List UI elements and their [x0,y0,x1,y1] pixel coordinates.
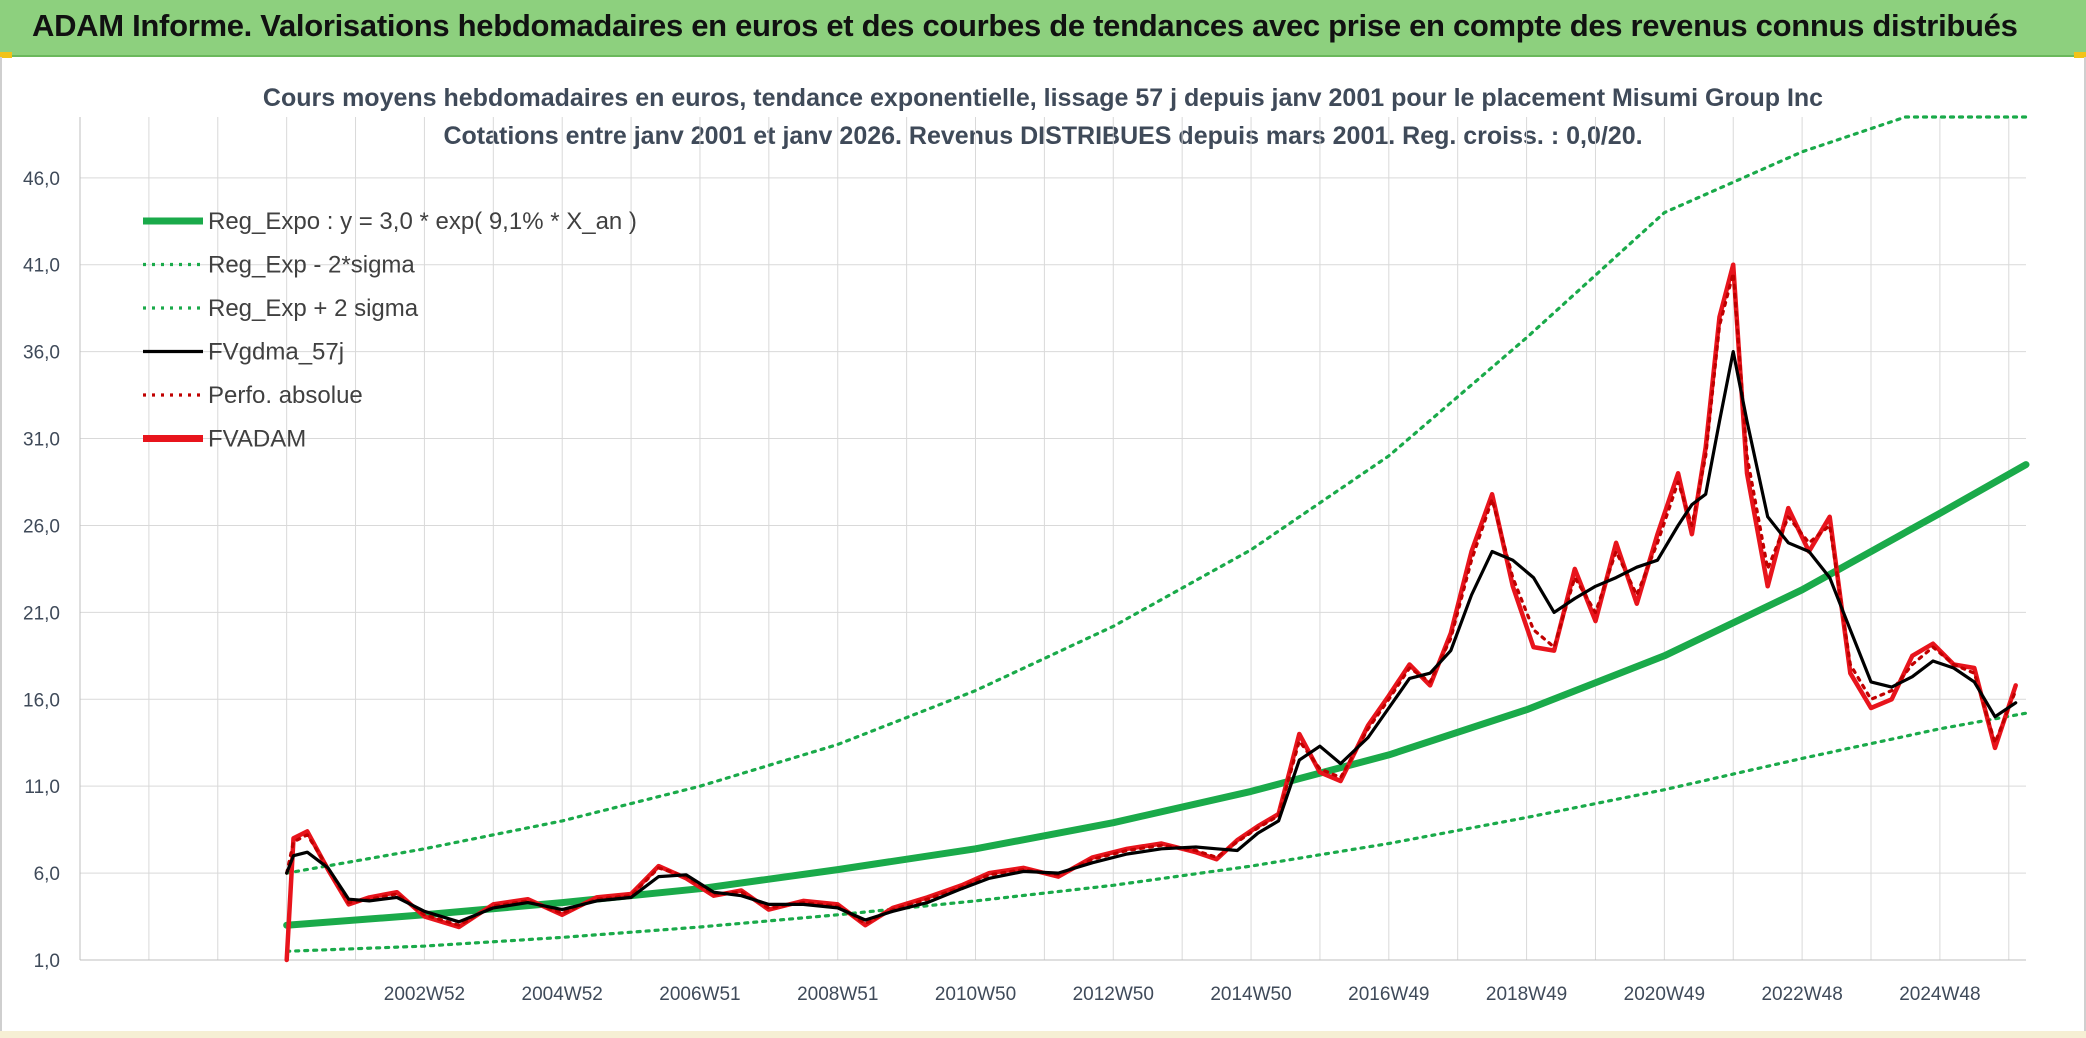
series-line-1 [285,711,2028,953]
y-tick-label: 11,0 [24,777,60,798]
report-banner: ADAM Informe. Valorisations hebdomadaire… [0,0,2086,57]
report-title: ADAM Informe. Valorisations hebdomadaire… [32,8,2018,43]
x-tick-label: 2018W49 [1486,984,1567,1005]
legend: Reg_Expo : y = 3,0 * exp( 9,1% * X_an ) R… [143,208,637,453]
series-line-2 [285,115,2028,875]
x-tick-label: 2002W52 [384,984,465,1005]
y-tick-label: 16,0 [23,690,60,711]
y-tick-label: 6,0 [34,864,60,885]
x-tick-label: 2012W50 [1073,984,1154,1005]
legend-label: Reg_Exp + 2 sigma [208,295,419,322]
x-tick-label: 2004W52 [522,984,603,1005]
y-tick-label: 21,0 [23,603,60,624]
grid-lines [79,117,2026,961]
banner-corner-left [0,52,12,58]
x-tick-label: 2024W48 [1899,984,1980,1005]
y-tick-label: 46,0 [23,169,60,190]
y-tick-label: 36,0 [23,343,60,364]
series-line-3 [285,350,2018,924]
series-line-4 [285,271,2018,927]
chart-subtitle: Cotations entre janv 2001 et janv 2026. … [443,122,1643,150]
y-tick-label: 31,0 [23,430,60,451]
legend-label: FVADAM [208,426,306,453]
legend-label: Perfo. absolue [208,382,363,409]
y-tick-label: 1,0 [34,951,60,972]
x-tick-label: 2022W48 [1761,984,1842,1005]
x-axis-ticks: 2002W52 2004W52 2006W51 2008W51 2010W50 2012W… [384,984,1981,1005]
x-tick-label: 2008W51 [797,984,878,1005]
legend-label: Reg_Exp - 2*sigma [208,252,415,279]
x-tick-label: 2016W49 [1348,984,1429,1005]
legend-label: Reg_Expo : y = 3,0 * exp( 9,1% * X_an ) [208,208,637,235]
banner-corner-right [2074,52,2086,58]
legend-label: FVgdma_57j [208,339,344,366]
y-tick-label: 26,0 [23,516,60,537]
y-axis-ticks: 1,0 6,0 11,0 16,0 21,0 26,0 31,0 36,0 41,0 46,0 [23,169,60,972]
series-lines [283,115,2030,963]
series-line-0 [283,461,2030,929]
x-tick-label: 2014W50 [1210,984,1291,1005]
y-tick-label: 41,0 [23,256,60,277]
x-tick-label: 2020W49 [1624,984,1705,1005]
x-tick-label: 2006W51 [659,984,740,1005]
series-line-5 [284,262,2018,963]
bottom-strip [0,1031,2086,1038]
x-tick-label: 2010W50 [935,984,1016,1005]
chart-frame [0,57,2086,1038]
chart-title: Cours moyens hebdomadaires en euros, ten… [262,84,1824,112]
